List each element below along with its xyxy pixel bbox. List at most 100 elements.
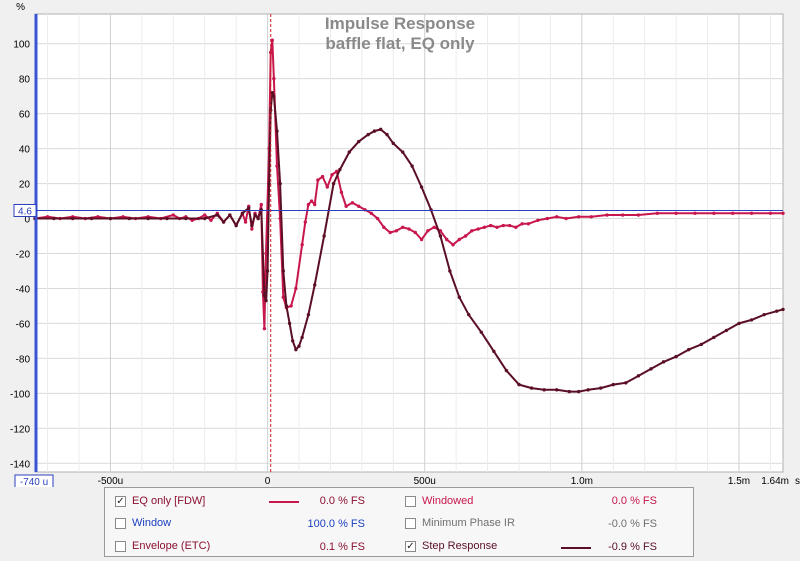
data-point (313, 283, 317, 287)
data-point (655, 211, 659, 215)
y-tick-label: 20 (19, 180, 31, 191)
data-point (262, 293, 267, 298)
data-point (338, 167, 342, 172)
data-point (320, 174, 325, 179)
x-tick-label: 1.64m (761, 476, 789, 487)
data-point (448, 269, 452, 273)
data-point (463, 234, 468, 238)
x-tick-label: -500u (98, 476, 124, 487)
plot-area (34, 13, 784, 473)
legend-label-step-response: Step Response (422, 540, 498, 552)
data-point (495, 225, 499, 229)
data-point (564, 216, 568, 221)
x-tick-label: 1.0m (571, 476, 593, 487)
data-point (250, 223, 254, 228)
data-point (289, 304, 293, 308)
data-point (127, 216, 131, 221)
data-point (699, 342, 703, 347)
data-point (419, 185, 424, 189)
y-tick-label: -140 (10, 459, 30, 470)
data-point (470, 229, 474, 233)
windowed-checkbox[interactable] (405, 495, 416, 507)
data-point (712, 335, 716, 340)
data-point (507, 223, 512, 228)
data-point (489, 223, 493, 228)
legend-value-minimum-phase: -0.0 % FS (608, 518, 657, 530)
data-point (401, 225, 405, 229)
data-point (432, 225, 436, 229)
data-point (712, 211, 716, 215)
data-point (287, 321, 292, 326)
x-tick-label: 1.5m (728, 476, 750, 487)
y-tick-label: 100 (13, 40, 30, 51)
x-unit-label: s (795, 476, 800, 487)
data-point (284, 304, 289, 308)
minimum-phase-checkbox[interactable] (405, 517, 416, 529)
impulse-response-chart[interactable]: 100 80 60 40 20 0 -20 -40 -60 -80 -100 -120 -140 -500… (0, 0, 800, 487)
legend-value-step-response: -0.9 % FS (608, 541, 657, 553)
data-point (391, 141, 395, 146)
data-point (234, 223, 238, 228)
data-point (275, 129, 279, 133)
envelope-checkbox[interactable] (115, 540, 126, 552)
data-point (269, 50, 273, 55)
legend-item-envelope[interactable]: Envelope (ETC) (115, 537, 210, 555)
data-point (737, 321, 741, 326)
data-point (300, 335, 304, 340)
legend-value-window: 100.0 % FS (307, 518, 365, 530)
data-point (467, 312, 471, 317)
data-point (316, 178, 320, 182)
y-tick-label: -20 (16, 249, 31, 260)
data-point (184, 216, 188, 221)
data-point (281, 269, 285, 273)
x-start-box (14, 474, 54, 487)
x-tick-label: 500u (414, 476, 436, 487)
x-tick-label: 0 (265, 476, 271, 487)
data-point (265, 269, 270, 273)
step-response-checkbox[interactable]: ✓ (405, 540, 416, 552)
data-point (203, 216, 207, 221)
data-point (369, 211, 373, 215)
y-tick-label: 80 (19, 75, 31, 86)
data-point (401, 150, 405, 154)
y-tick-label: 0 (24, 215, 30, 226)
legend-item-minimum-phase[interactable]: Minimum Phase IR (405, 514, 515, 532)
data-point (322, 234, 326, 238)
legend-item-window[interactable]: Window (115, 514, 171, 532)
legend-item-eq-only[interactable]: ✓ EQ only [FDW] (115, 492, 205, 510)
data-point (303, 220, 307, 224)
data-point (291, 339, 295, 343)
data-point (687, 347, 691, 352)
y-tick-label: -60 (16, 319, 31, 330)
series-line-step-response (35, 91, 784, 393)
y-tick-label: -80 (16, 354, 31, 365)
eq-only-checkbox[interactable]: ✓ (115, 495, 126, 507)
data-point (313, 202, 317, 207)
window-checkbox[interactable] (115, 517, 126, 529)
data-point (445, 237, 449, 242)
data-point (674, 354, 678, 359)
data-point (419, 237, 424, 242)
data-point (267, 181, 271, 186)
data-point (781, 211, 785, 215)
data-point (344, 204, 348, 208)
data-point (577, 389, 581, 394)
data-point (385, 132, 389, 137)
data-point (331, 181, 336, 186)
data-point (586, 388, 590, 392)
data-point (215, 213, 219, 217)
y-cursor-label: 4.6 (18, 206, 32, 217)
chart-subtitle: baffle flat, EQ only (325, 34, 475, 53)
data-point (89, 216, 94, 221)
data-point (781, 307, 785, 312)
data-point (674, 211, 678, 215)
legend-label-window: Window (132, 517, 172, 529)
legend-item-step-response[interactable]: ✓ Step Response (405, 537, 497, 555)
y-tick-label: -100 (10, 389, 30, 400)
data-point (636, 213, 641, 217)
data-point (426, 229, 430, 233)
data-point (382, 225, 386, 229)
legend-item-windowed[interactable]: Windowed (405, 492, 473, 510)
data-point (693, 211, 697, 215)
data-point (379, 127, 383, 132)
